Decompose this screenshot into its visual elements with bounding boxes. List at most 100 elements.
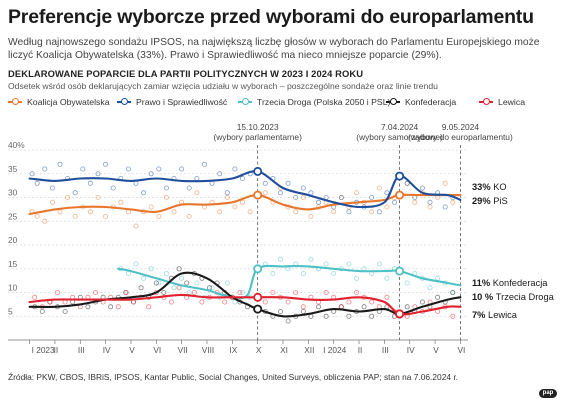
poll-point <box>42 218 48 224</box>
poll-point <box>353 275 359 281</box>
x-tick-label: VI <box>457 345 465 355</box>
poll-point <box>156 213 162 219</box>
x-tick-label: IV <box>103 345 111 355</box>
end-label-name: KO <box>493 182 506 192</box>
poll-point <box>270 270 276 276</box>
poll-point <box>450 289 456 295</box>
poll-point <box>293 289 299 295</box>
poll-point <box>148 204 154 210</box>
poll-point <box>323 261 329 267</box>
poll-point <box>300 304 306 310</box>
poll-point <box>232 204 238 210</box>
poll-point <box>369 209 375 215</box>
poll-point <box>353 289 359 295</box>
poll-point <box>125 270 131 276</box>
legend-swatch <box>386 97 400 105</box>
poll-point <box>87 180 93 186</box>
x-tick-label: IX <box>229 345 237 355</box>
poll-point <box>435 308 441 314</box>
poll-point <box>442 180 448 186</box>
poll-point <box>412 199 418 205</box>
legend-label: Trzecia Droga (Polska 2050 i PSL) <box>257 97 391 107</box>
poll-point <box>29 171 35 177</box>
end-label-value: 33% <box>472 182 493 192</box>
poll-point <box>224 190 230 196</box>
poll-point <box>186 185 192 191</box>
poll-point <box>376 185 382 191</box>
poll-point <box>224 194 230 200</box>
poll-point <box>148 266 154 272</box>
trend-line <box>117 264 462 300</box>
poll-point <box>171 285 177 291</box>
event-marker <box>253 166 263 176</box>
legend-swatch <box>238 97 252 105</box>
y-tick-label: 10 <box>8 283 18 293</box>
poll-point <box>57 209 63 215</box>
poll-point <box>163 270 169 276</box>
poll-point <box>315 304 321 310</box>
poll-point <box>442 204 448 210</box>
legend-item: Konfederacja <box>386 97 456 107</box>
poll-point <box>277 256 283 262</box>
poll-point <box>293 209 299 215</box>
legend-label: Prawo i Sprawiedliwość <box>136 97 228 107</box>
poll-point <box>331 270 337 276</box>
poll-point <box>62 308 68 314</box>
poll-point <box>277 190 283 196</box>
poll-point <box>49 185 55 191</box>
poll-point <box>65 194 71 200</box>
poll-point <box>224 280 230 286</box>
poll-point <box>331 209 337 215</box>
x-tick-label: XI <box>280 345 288 355</box>
poll-point <box>186 213 192 219</box>
poll-point <box>95 171 101 177</box>
poll-point <box>110 185 116 191</box>
poll-point <box>404 304 410 310</box>
end-label: 29% PiS <box>472 196 508 206</box>
poll-point <box>376 261 382 267</box>
poll-point <box>384 275 390 281</box>
legend-item: Trzecia Droga (Polska 2050 i PSL) <box>238 97 390 107</box>
poll-point <box>146 304 152 310</box>
event-label: (wybory do europarlamentu) <box>408 132 513 142</box>
poll-point <box>34 180 40 186</box>
end-label-value: 10 % <box>472 292 496 302</box>
y-tick-label: 40% <box>8 140 25 150</box>
legend-item: Prawo i Sprawiedliwość <box>117 97 227 107</box>
y-tick-label: 25 <box>8 211 18 221</box>
poll-point <box>72 190 78 196</box>
poll-point <box>300 185 306 191</box>
page-title: Preferencje wyborcze przed wyborami do e… <box>8 6 534 28</box>
poll-point <box>163 194 169 200</box>
poll-point <box>262 299 268 305</box>
poll-point <box>427 204 433 210</box>
poll-point <box>199 299 205 305</box>
y-tick-label: 15 <box>8 259 18 269</box>
x-tick-label: VI <box>153 345 161 355</box>
end-label: 33% KO <box>472 182 507 192</box>
event-marker <box>395 190 405 200</box>
end-label-value: 29% <box>472 196 493 206</box>
poll-point <box>300 270 306 276</box>
poll-point <box>435 294 441 300</box>
end-label-value: 11% <box>472 278 493 288</box>
event-date: 15.10.2023 <box>237 122 279 132</box>
poll-point <box>285 180 291 186</box>
poll-point <box>384 204 390 210</box>
poll-point <box>176 285 182 291</box>
poll-point <box>232 166 238 172</box>
poll-point <box>217 171 223 177</box>
event-marker <box>395 266 405 276</box>
section-note: Odsetek wśród osób deklarujących zamiar … <box>8 81 438 91</box>
section-heading: DEKLAROWANE POPARCIE DLA PARTII POLITYCZ… <box>8 68 364 79</box>
poll-point <box>384 190 390 196</box>
legend-item: Lewica <box>479 97 525 107</box>
poll-point <box>153 280 159 286</box>
pap-logo: pap <box>539 389 557 398</box>
poll-point <box>194 280 200 286</box>
poll-point <box>49 199 55 205</box>
event-marker <box>253 264 263 274</box>
poll-point <box>338 194 344 200</box>
poll-point <box>80 166 86 172</box>
legend-swatch <box>8 97 22 105</box>
